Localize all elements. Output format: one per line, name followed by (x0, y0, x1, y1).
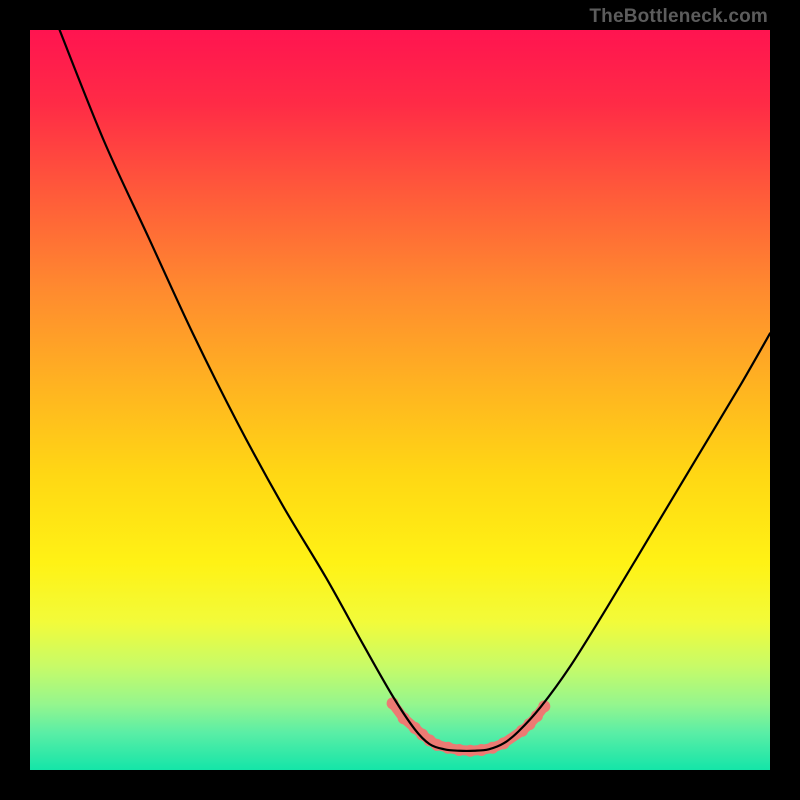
chart-frame: TheBottleneck.com (0, 0, 800, 800)
marker-cluster (387, 697, 551, 756)
marker-point (442, 742, 454, 754)
chart-overlay (30, 30, 770, 770)
bottleneck-curve (60, 30, 770, 751)
plot-area (30, 30, 770, 770)
watermark-text: TheBottleneck.com (589, 6, 768, 28)
